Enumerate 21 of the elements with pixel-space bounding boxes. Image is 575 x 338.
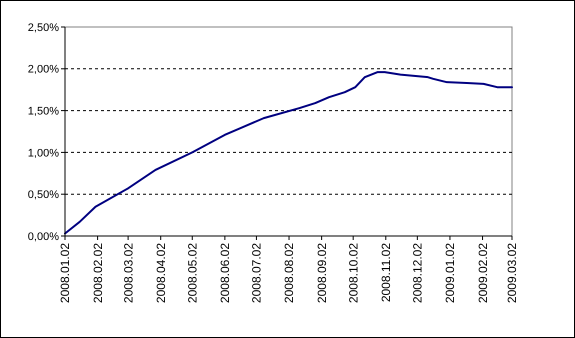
x-tick-label: 2008.12.02	[410, 242, 425, 304]
y-tick-label: 0,00%	[28, 230, 60, 243]
x-tick-label: 2008.08.02	[282, 242, 296, 304]
x-tick-label: 2009.02.02	[476, 242, 490, 304]
y-tick-label: 2,50%	[28, 22, 60, 34]
y-tick-label: 0,50%	[28, 189, 60, 202]
x-tick-label: 2008.11.02	[378, 242, 393, 302]
y-tick-label: 1,00%	[28, 147, 60, 160]
x-tick-label: 2008.02.02	[90, 242, 105, 304]
y-tick-label: 1,50%	[28, 105, 60, 118]
y-tick-label: 2,00%	[28, 64, 60, 76]
x-tick-label: 2008.07.02	[250, 242, 264, 304]
x-tick-label: 2008.06.02	[218, 242, 232, 304]
x-tick-label: 2008.01.02	[58, 242, 72, 304]
x-tick-label: 2009.03.02	[505, 242, 520, 304]
x-tick-label: 2008.04.02	[154, 242, 168, 304]
x-tick-label: 2008.03.02	[121, 242, 136, 304]
x-tick-label: 2008.10.02	[346, 242, 360, 304]
x-tick-label: 2008.05.02	[185, 242, 200, 304]
x-tick-label: 2009.01.02	[443, 242, 458, 304]
x-tick-label: 2008.09.02	[314, 242, 329, 304]
